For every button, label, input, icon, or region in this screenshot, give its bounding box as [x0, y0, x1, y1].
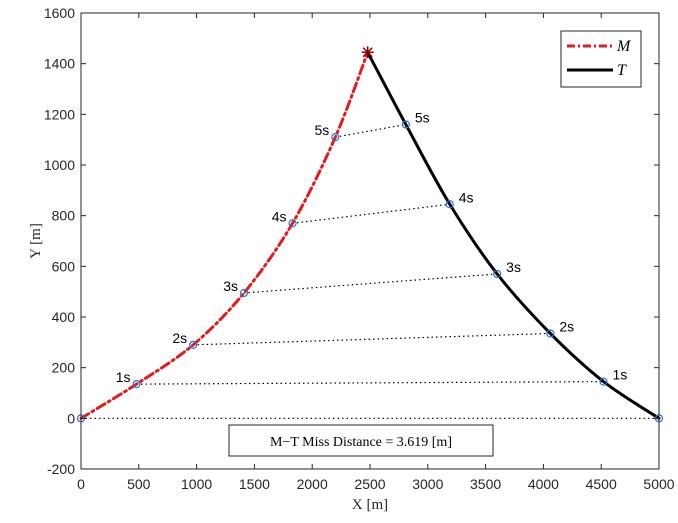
- legend-box: [560, 30, 642, 88]
- marker-T-1s: [599, 377, 608, 386]
- x-tick-label: 4000: [528, 476, 559, 492]
- time-label-T-2s: 2s: [559, 318, 574, 334]
- marker-T-3s: [493, 269, 502, 279]
- annotation-box: [228, 424, 494, 457]
- x-tick-label: 1500: [239, 476, 270, 492]
- y-tick-label: -200: [47, 461, 75, 477]
- los-dotted-line-2s: [193, 332, 551, 346]
- star-stroke: [362, 47, 373, 58]
- x-tick-label: 3000: [412, 476, 443, 492]
- legend-label-M: M: [616, 38, 632, 55]
- chart-marks: 1s 1s 2s 2s 3s 3s 4s 4s 5s 5s: [76, 46, 664, 423]
- marker-M-5s: [331, 133, 340, 142]
- time-label-M-4s: 4s: [272, 208, 287, 224]
- intercept-star-marker: [361, 46, 374, 59]
- x-axis-label: X [m]: [352, 497, 388, 513]
- y-tick-label: 200: [52, 360, 76, 376]
- marker-T-5s: [401, 120, 410, 129]
- y-tick-label: 400: [52, 309, 76, 325]
- time-label-M-5s: 5s: [315, 122, 330, 138]
- los-dotted-line-3s: [243, 273, 498, 294]
- los-dotted-line-1s: [136, 381, 604, 385]
- time-label-T-4s: 4s: [459, 189, 474, 205]
- marker-M-2s: [189, 340, 198, 349]
- y-tick-label: 1600: [44, 5, 75, 21]
- y-tick-label: 1200: [44, 106, 75, 122]
- x-tick-label: 0: [77, 476, 85, 492]
- x-tick-label: 3500: [470, 476, 501, 492]
- x-tick-label: 1000: [181, 476, 212, 492]
- x-tick-label: 5000: [643, 476, 674, 492]
- x-tick-label: 4500: [586, 476, 617, 492]
- series-line-M: [79, 50, 370, 420]
- time-label-T-3s: 3s: [506, 259, 521, 275]
- y-tick-label: 1400: [44, 56, 75, 72]
- marker-M-3s: [239, 288, 249, 298]
- x-tick-label: 2500: [354, 476, 385, 492]
- los-dotted-line-5s: [335, 123, 406, 138]
- y-axis-ticks: -200 0 200 400 600 800 1000 1200 1400 1600: [44, 5, 659, 477]
- time-label-T-5s: 5s: [415, 109, 430, 125]
- y-tick-label: 0: [67, 410, 75, 426]
- time-label-M-2s: 2s: [172, 330, 187, 346]
- y-tick-label: 1000: [44, 157, 75, 173]
- marker-T-4s: [445, 200, 454, 209]
- x-tick-label: 500: [127, 476, 151, 492]
- y-axis-label: Y [m]: [28, 223, 44, 259]
- y-tick-label: 800: [52, 208, 76, 224]
- annotation-text: M−T Miss Distance = 3.619 [m]: [270, 435, 452, 450]
- time-label-M-3s: 3s: [223, 278, 238, 294]
- x-axis-ticks: 0 500 1000 1500 2000 2500 3000 3500 4000 4500 5000: [77, 13, 675, 492]
- time-label-T-1s: 1s: [613, 367, 628, 383]
- miss-distance-annotation: M−T Miss Distance = 3.619 [m]: [228, 424, 494, 457]
- legend-label-T: T: [617, 62, 627, 79]
- marker-M-4s: [288, 219, 297, 228]
- los-dotted-line-4s: [292, 203, 450, 224]
- marker-M-1s: [132, 380, 141, 389]
- time-label-M-1s: 1s: [116, 369, 131, 385]
- x-tick-label: 2000: [297, 476, 328, 492]
- series-line-T: [366, 50, 661, 420]
- y-tick-label: 600: [52, 258, 76, 274]
- marker-T-2s: [546, 329, 555, 338]
- legend: M T: [560, 30, 642, 88]
